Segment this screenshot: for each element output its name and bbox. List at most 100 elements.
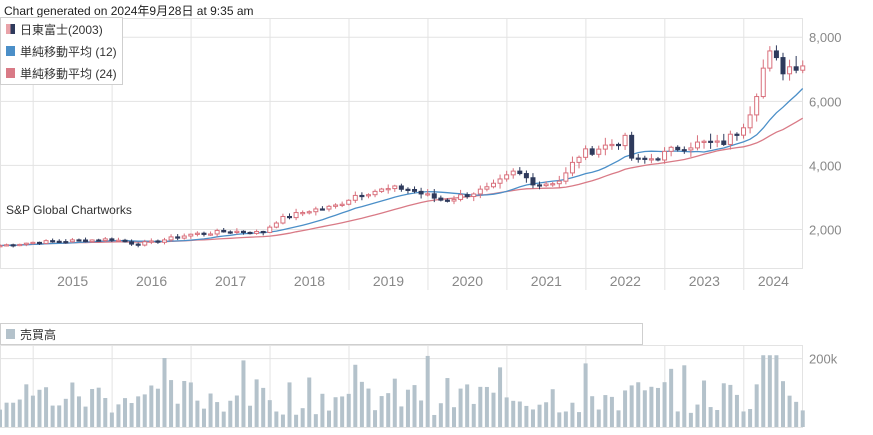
volume-bar (655, 387, 660, 427)
volume-bar (57, 405, 62, 427)
price-y-tick-label: 6,000 (809, 94, 842, 109)
x-tick-label: 2020 (452, 273, 483, 289)
candle-body (609, 143, 615, 147)
candle-body (655, 158, 661, 161)
volume-bar (109, 412, 114, 427)
candle-body (721, 140, 727, 145)
candle-body (444, 199, 450, 202)
candle-body (234, 230, 240, 233)
volume-bar (300, 408, 305, 427)
candle-body (155, 240, 161, 243)
volume-bar (287, 382, 292, 427)
x-tick-label: 2017 (215, 273, 246, 289)
candle-body (675, 146, 681, 151)
candle-body (773, 50, 779, 59)
volume-bar (248, 405, 253, 427)
candle-body (56, 240, 62, 243)
volume-bar (498, 367, 503, 427)
volume-bar (17, 399, 22, 427)
legend-item-price[interactable]: 日東富士(2003) (1, 18, 122, 40)
candle-body (0, 245, 3, 248)
volume-bar (366, 388, 371, 427)
candle-body (254, 230, 260, 234)
volume-bar (590, 396, 595, 427)
volume-bar (201, 408, 206, 427)
volume-bar (734, 394, 739, 427)
volume-bar (688, 412, 693, 427)
volume-bar (96, 387, 101, 427)
volume-bar (780, 381, 785, 427)
candle-body (188, 233, 194, 237)
volume-bar (399, 406, 404, 427)
volume-bar (280, 414, 285, 427)
candle-body (530, 177, 536, 186)
volume-bar (123, 398, 128, 427)
candle-body (69, 239, 75, 243)
candle-body (510, 170, 516, 176)
volume-bar (662, 382, 667, 427)
volume-bar (70, 382, 75, 427)
candle-body (537, 184, 543, 187)
candle-body (115, 239, 121, 242)
candle-body (484, 186, 490, 190)
candle-body (747, 114, 753, 129)
legend-item-ma24[interactable]: 単純移動平均 (24) (1, 62, 122, 84)
volume-bar (774, 355, 779, 427)
candle-body (589, 148, 595, 155)
candle-body (517, 170, 523, 175)
volume-bar (116, 404, 121, 427)
volume-bar (386, 393, 391, 427)
volume-bar (577, 412, 582, 427)
candle-body (122, 239, 128, 243)
candle-body (83, 239, 89, 243)
candle-body (767, 50, 773, 69)
volume-bar (636, 382, 641, 427)
volume-bar (76, 396, 81, 427)
volume-bar (728, 384, 733, 427)
candle-body (267, 226, 273, 233)
volume-bar (228, 400, 233, 427)
candle-body (359, 194, 365, 198)
volume-bar (63, 398, 68, 427)
volume-bar (741, 411, 746, 427)
candle-body (563, 172, 569, 182)
volume-bar (0, 409, 2, 427)
candle-body (63, 241, 69, 244)
candle-body (221, 229, 227, 233)
legend-item-volume[interactable]: 売買高 (1, 324, 642, 344)
candle-body (681, 149, 687, 152)
volume-bar (425, 355, 430, 427)
candle-body (306, 211, 312, 214)
candle-body (194, 232, 200, 235)
legend-item-ma12[interactable]: 単純移動平均 (12) (1, 40, 122, 62)
candle-body (780, 57, 786, 75)
candle-body (102, 238, 108, 242)
candle-body (708, 140, 714, 143)
volume-bar (83, 406, 88, 427)
price-plot-frame (0, 18, 803, 269)
volume-bar (478, 386, 483, 427)
candle-body (425, 193, 431, 196)
candle-body (247, 231, 253, 235)
volume-bar (379, 396, 384, 427)
volume-plot-frame (0, 345, 803, 428)
volume-bar (267, 400, 272, 427)
candle-body (365, 194, 371, 197)
volume-bar (405, 389, 410, 427)
volume-bar (550, 389, 555, 427)
candle-body (260, 230, 266, 234)
price-y-tick-label: 8,000 (809, 30, 842, 45)
candle-body (583, 148, 589, 158)
candle-body (543, 183, 549, 187)
candle-body (477, 188, 483, 195)
volume-bar (787, 395, 792, 427)
candle-body (701, 140, 707, 143)
volume-bar (359, 381, 364, 427)
candle-body (161, 239, 167, 243)
candle-body (96, 239, 102, 242)
volume-swatch-icon (6, 329, 15, 339)
x-tick-label: 2023 (689, 273, 720, 289)
candle-body (550, 183, 556, 186)
volume-bar (162, 358, 167, 427)
legend-label-ma24: 単純移動平均 (24) (20, 66, 117, 81)
